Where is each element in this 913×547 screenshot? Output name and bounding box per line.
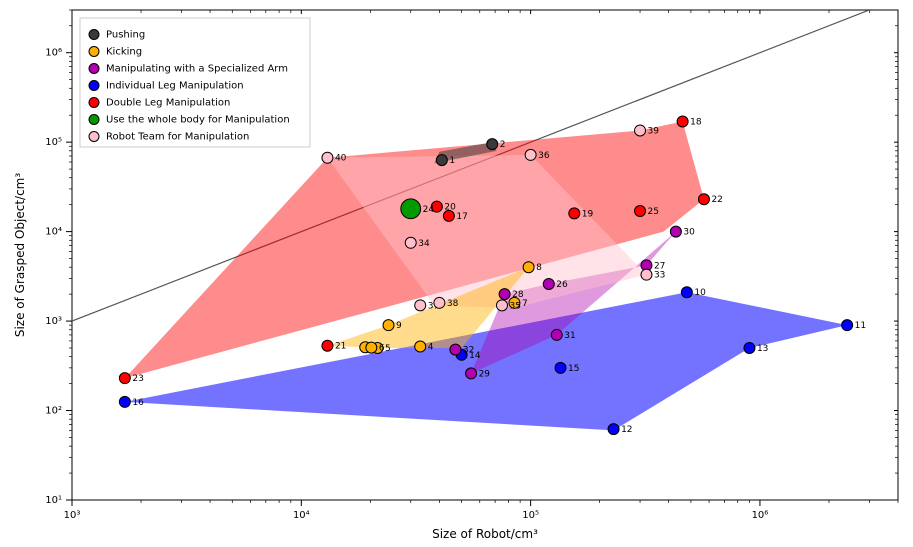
point-40 [322, 152, 333, 163]
point-label-19: 19 [582, 209, 594, 219]
point-label-10: 10 [694, 288, 706, 298]
point-32 [450, 344, 461, 355]
point-9 [383, 320, 394, 331]
point-label-21: 21 [335, 342, 346, 352]
point-36 [525, 149, 536, 160]
point-30 [670, 226, 681, 237]
point-label-32: 32 [463, 346, 474, 356]
point-label-22: 22 [711, 195, 722, 205]
legend-marker [89, 30, 99, 40]
scatter-chart: 10³ 10⁴ 10⁵ 10⁶ 10¹ 10² 10³ 10⁴ 10⁵ 10⁶ Size of Ro… [0, 0, 913, 547]
y-tick-label: 10² [45, 406, 62, 417]
point-label-13: 13 [757, 344, 768, 354]
y-tick-label: 10⁴ [45, 227, 62, 238]
x-axis-label: Size of Robot/cm³ [432, 527, 538, 541]
point-35 [496, 300, 507, 311]
y-tick-label: 10⁶ [45, 48, 62, 59]
point-label-38: 38 [447, 299, 459, 309]
x-tick-label: 10⁴ [293, 510, 310, 521]
point-label-16: 16 [132, 398, 144, 408]
point-34 [405, 237, 416, 248]
legend-label: Use the whole body for Manipulation [106, 115, 290, 126]
y-axis-label: Size of Grasped Object/cm³ [13, 173, 27, 338]
y-tick-label: 10⁵ [45, 137, 62, 148]
point-8 [523, 262, 534, 273]
point-label-31: 31 [564, 331, 575, 341]
x-tick-label: 10³ [64, 510, 81, 521]
legend-marker [89, 98, 99, 108]
point-label-30: 30 [683, 228, 695, 238]
legend-marker [89, 64, 99, 74]
point-label-6: 6 [379, 344, 385, 354]
point-12 [608, 424, 619, 435]
point-label-20: 20 [444, 203, 456, 213]
legend-label: Double Leg Manipulation [106, 98, 230, 109]
point-21 [322, 340, 333, 351]
point-label-12: 12 [621, 425, 632, 435]
point-28 [499, 289, 510, 300]
point-16 [119, 396, 130, 407]
legend-label: Pushing [106, 30, 145, 41]
point-4 [415, 341, 426, 352]
point-11 [842, 320, 853, 331]
point-31 [551, 329, 562, 340]
point-label-35: 35 [509, 301, 520, 311]
point-label-24: 24 [423, 205, 435, 215]
point-15 [555, 362, 566, 373]
point-label-25: 25 [648, 207, 659, 217]
point-label-8: 8 [536, 263, 542, 273]
point-label-11: 11 [855, 321, 866, 331]
legend-label: Kicking [106, 47, 142, 58]
point-label-40: 40 [335, 154, 347, 164]
point-10 [681, 287, 692, 298]
point-2 [487, 139, 498, 150]
x-tick-label: 10⁶ [752, 510, 769, 521]
point-label-18: 18 [690, 118, 702, 128]
point-19 [569, 208, 580, 219]
point-38 [434, 297, 445, 308]
point-label-34: 34 [418, 239, 430, 249]
legend-label: Robot Team for Manipulation [106, 132, 249, 143]
point-label-39: 39 [648, 126, 660, 136]
y-tick-label: 10³ [45, 316, 62, 327]
point-23 [119, 373, 130, 384]
point-6 [366, 342, 377, 353]
x-tick-label: 10⁵ [522, 510, 539, 521]
point-label-36: 36 [538, 151, 550, 161]
point-label-15: 15 [568, 364, 579, 374]
y-tick-label: 10¹ [45, 495, 62, 506]
point-label-33: 33 [654, 271, 665, 281]
point-label-23: 23 [132, 374, 143, 384]
point-25 [635, 205, 646, 216]
point-label-1: 1 [449, 156, 455, 166]
point-label-26: 26 [556, 280, 568, 290]
point-24 [401, 199, 421, 219]
point-label-28: 28 [512, 290, 524, 300]
legend-marker [89, 47, 99, 57]
point-22 [698, 194, 709, 205]
legend-marker [89, 132, 99, 142]
point-label-7: 7 [522, 299, 528, 309]
point-label-9: 9 [396, 321, 402, 331]
point-13 [744, 343, 755, 354]
point-label-29: 29 [479, 369, 491, 379]
point-26 [543, 278, 554, 289]
legend-label: Manipulating with a Specialized Arm [106, 64, 288, 75]
point-label-17: 17 [456, 212, 467, 222]
point-39 [635, 125, 646, 136]
legend-marker [89, 81, 99, 91]
legend-label: Individual Leg Manipulation [106, 81, 244, 92]
legend-marker [89, 115, 99, 125]
point-label-4: 4 [428, 342, 434, 352]
point-29 [466, 368, 477, 379]
point-1 [436, 155, 447, 166]
point-18 [677, 116, 688, 127]
point-label-5: 5 [385, 344, 391, 354]
point-label-2: 2 [500, 140, 506, 150]
point-37 [415, 300, 426, 311]
point-33 [641, 269, 652, 280]
